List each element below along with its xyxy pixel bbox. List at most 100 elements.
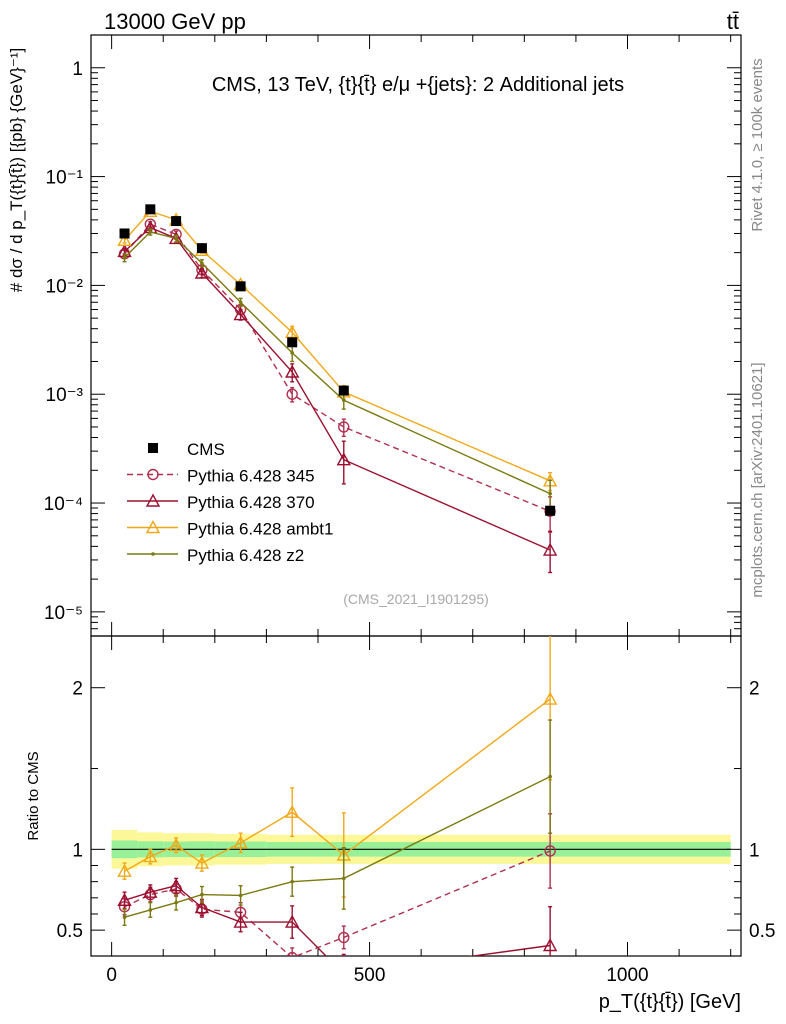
cms-data-point — [287, 337, 298, 348]
ratio-xtick-label: 500 — [354, 965, 386, 986]
main-series-point — [548, 491, 552, 496]
ratio-series-3 — [122, 719, 553, 926]
main-watermark: (CMS_2021_I1901295) — [343, 591, 489, 607]
main-series-point — [148, 230, 153, 234]
main-ytick-label: 10⁻¹ — [46, 168, 84, 189]
main-series-point — [290, 351, 294, 355]
ratio-x-axis: 0 500 1000 — [106, 636, 732, 986]
ratio-series-point — [200, 892, 204, 897]
cms-data-point — [196, 243, 207, 254]
ratio-series-line — [124, 775, 551, 918]
main-series-point — [341, 398, 346, 403]
ratio-series-point — [341, 876, 346, 881]
ratio-ylabel: Ratio to CMS — [25, 751, 42, 840]
main-ylabel: # dσ / d p_T({t}{t̄}) [{pb} {GeV}⁻¹] — [7, 48, 26, 292]
main-series-point — [238, 300, 243, 305]
ratio-ytick-label-right: 0.5 — [749, 921, 775, 942]
legend-label: Pythia 6.428 345 — [187, 467, 315, 486]
ratio-ytick-label-right: 1 — [749, 840, 760, 861]
main-series-point — [117, 232, 132, 246]
ratio-series-point — [117, 892, 132, 906]
ratio-ytick-label: 1 — [72, 840, 83, 861]
main-series-point — [336, 452, 351, 466]
ratio-xtick-label: 0 — [106, 965, 117, 986]
ratio-series-point — [548, 774, 552, 779]
ratio-series-point — [168, 837, 184, 851]
ratio-series-point — [122, 915, 127, 920]
main-series-3 — [122, 228, 553, 514]
ratio-ytick-label: 0.5 — [57, 921, 83, 942]
main-series-point — [285, 364, 300, 378]
mcplots-label: mcplots.cern.ch [arXiv:2401.10621] — [749, 362, 766, 597]
ratio-series-point — [238, 893, 243, 898]
ratio-xlabel: p_T({t}{t̄}) [GeV] — [599, 991, 741, 1013]
cms-data-point — [119, 228, 130, 239]
main-series-point — [233, 307, 248, 321]
ratio-series-line — [124, 850, 551, 956]
ratio-xtick-label: 1000 — [606, 965, 648, 986]
legend-marker — [147, 468, 159, 481]
main-series-point — [194, 265, 210, 279]
main-series-line — [124, 231, 551, 495]
ratio-panel: 0.5 0.5 1 1 2 2 0 500 1000 Ratio to CMS p_T({t}… — [25, 635, 776, 1013]
ratio-series-point — [174, 900, 178, 905]
main-series-point — [200, 261, 204, 265]
main-series-point — [122, 255, 127, 260]
legend-marker-cms — [148, 443, 158, 453]
ratio-series-point — [143, 849, 158, 863]
ratio-series-point — [233, 835, 248, 849]
main-series-0 — [118, 218, 556, 533]
ratio-series-point — [168, 878, 184, 892]
main-ytick-label: 1 — [72, 59, 83, 80]
main-series-group — [117, 203, 558, 574]
main-ytick-label: 10⁻⁵ — [44, 603, 83, 624]
ratio-series-point — [542, 938, 558, 952]
legend-label: Pythia 6.428 ambt1 — [187, 520, 333, 539]
ratio-series-point — [143, 884, 158, 898]
main-title: CMS, 13 TeV, {t}{t̄} e/μ +{jets}: 2 Addi… — [212, 74, 624, 96]
ratio-series-point — [290, 879, 294, 884]
ratio-series-1 — [117, 877, 558, 956]
main-ytick-label: 10⁻⁴ — [44, 494, 83, 515]
ratio-ytick-label: 2 — [72, 679, 83, 700]
header-left: 13000 GeV pp — [104, 9, 246, 34]
ratio-series-line — [124, 698, 551, 872]
rivet-label: Rivet 4.1.0, ≥ 100k events — [749, 58, 766, 231]
ratio-series-point — [117, 863, 132, 877]
main-series-point — [174, 236, 178, 241]
legend-label: Pythia 6.428 370 — [187, 493, 315, 512]
cms-data-point — [235, 281, 246, 292]
legend-marker — [151, 552, 155, 556]
ratio-series-point — [542, 691, 558, 705]
cms-data-point — [545, 505, 556, 516]
main-series-point — [338, 421, 350, 433]
cms-data-point — [338, 385, 349, 396]
main-panel: CMS, 13 TeV, {t}{t̄} e/μ +{jets}: 2 Addi… — [7, 34, 742, 637]
main-series-point — [542, 542, 558, 556]
main-series-point — [286, 388, 298, 400]
cms-data-point — [171, 216, 182, 227]
ratio-series-point — [338, 931, 350, 944]
ratio-series-line — [124, 884, 551, 956]
ratio-ytick-label-right: 2 — [749, 679, 760, 700]
main-y-axis: 1 10⁻¹ 10⁻² 10⁻³ 10⁻⁴ 10⁻⁵ — [44, 34, 741, 637]
ratio-series-point — [286, 951, 298, 956]
legend: CMS Pythia 6.428 345 Pythia 6.428 370 Pythi… — [127, 440, 333, 565]
legend-marker — [145, 493, 161, 507]
cms-data-point — [145, 204, 156, 215]
ratio-y-axis: 0.5 0.5 1 1 2 2 — [57, 679, 776, 942]
main-series-1 — [117, 220, 558, 574]
ratio-series-point — [285, 804, 300, 818]
main-ytick-label: 10⁻³ — [46, 385, 84, 406]
ratio-series-point — [194, 900, 210, 914]
ratio-series-point — [194, 855, 210, 869]
ratio-plot-area — [90, 635, 742, 957]
main-x-axis — [111, 35, 732, 636]
cms-data-group — [119, 204, 556, 516]
legend-label-cms: CMS — [187, 440, 225, 459]
ratio-series-point — [544, 845, 556, 857]
ratio-series-point — [233, 914, 248, 928]
ratio-series-group — [117, 636, 558, 956]
main-ytick-label: 10⁻² — [46, 276, 84, 297]
